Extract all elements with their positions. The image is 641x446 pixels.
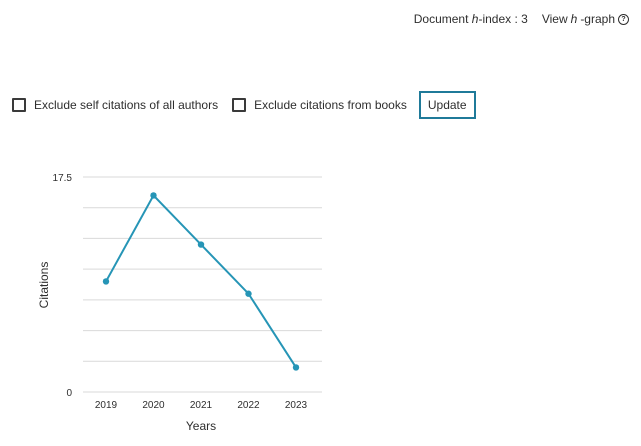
y-tick-label: 17.5 [53, 173, 73, 184]
y-axis-label: Citations [37, 262, 51, 309]
help-icon[interactable]: ? [618, 13, 629, 25]
update-button[interactable]: Update [418, 91, 476, 119]
y-tick-label: 0 [66, 388, 72, 399]
data-point [102, 278, 110, 285]
series-line [105, 193, 297, 368]
exclude-book-citations-checkbox[interactable] [232, 98, 247, 112]
header-bar: Document h-index : 3 View h -graph? [414, 12, 629, 26]
document-h-index: Document h-index : 3 [413, 12, 528, 26]
exclude-self-citations-option[interactable]: Exclude self citations of all authors [12, 98, 218, 112]
x-tick-label: 2022 [237, 400, 260, 411]
exclude-book-citations-label: Exclude citations from books [254, 98, 407, 112]
x-tick-label: 2023 [285, 400, 308, 411]
exclude-self-citations-checkbox[interactable] [12, 98, 26, 112]
exclude-book-citations-option[interactable]: Exclude citations from books [232, 98, 407, 112]
citations-line-chart: 0 17.5 2019 2020 2021 2022 2023 Years Citations [37, 173, 322, 433]
data-point [292, 364, 300, 371]
x-tick-label: 2021 [190, 400, 213, 411]
exclude-self-citations-label: Exclude self citations of all authors [34, 98, 219, 112]
x-axis-label: Years [186, 419, 216, 433]
x-tick-label: 2019 [95, 400, 118, 411]
data-point [197, 241, 205, 248]
data-point [245, 290, 252, 297]
citation-filter-controls: Exclude self citations of all authors Ex… [12, 91, 476, 119]
view-h-graph-link[interactable]: View h -graph? [542, 12, 629, 26]
data-point [150, 192, 157, 199]
x-tick-label: 2020 [142, 400, 165, 411]
